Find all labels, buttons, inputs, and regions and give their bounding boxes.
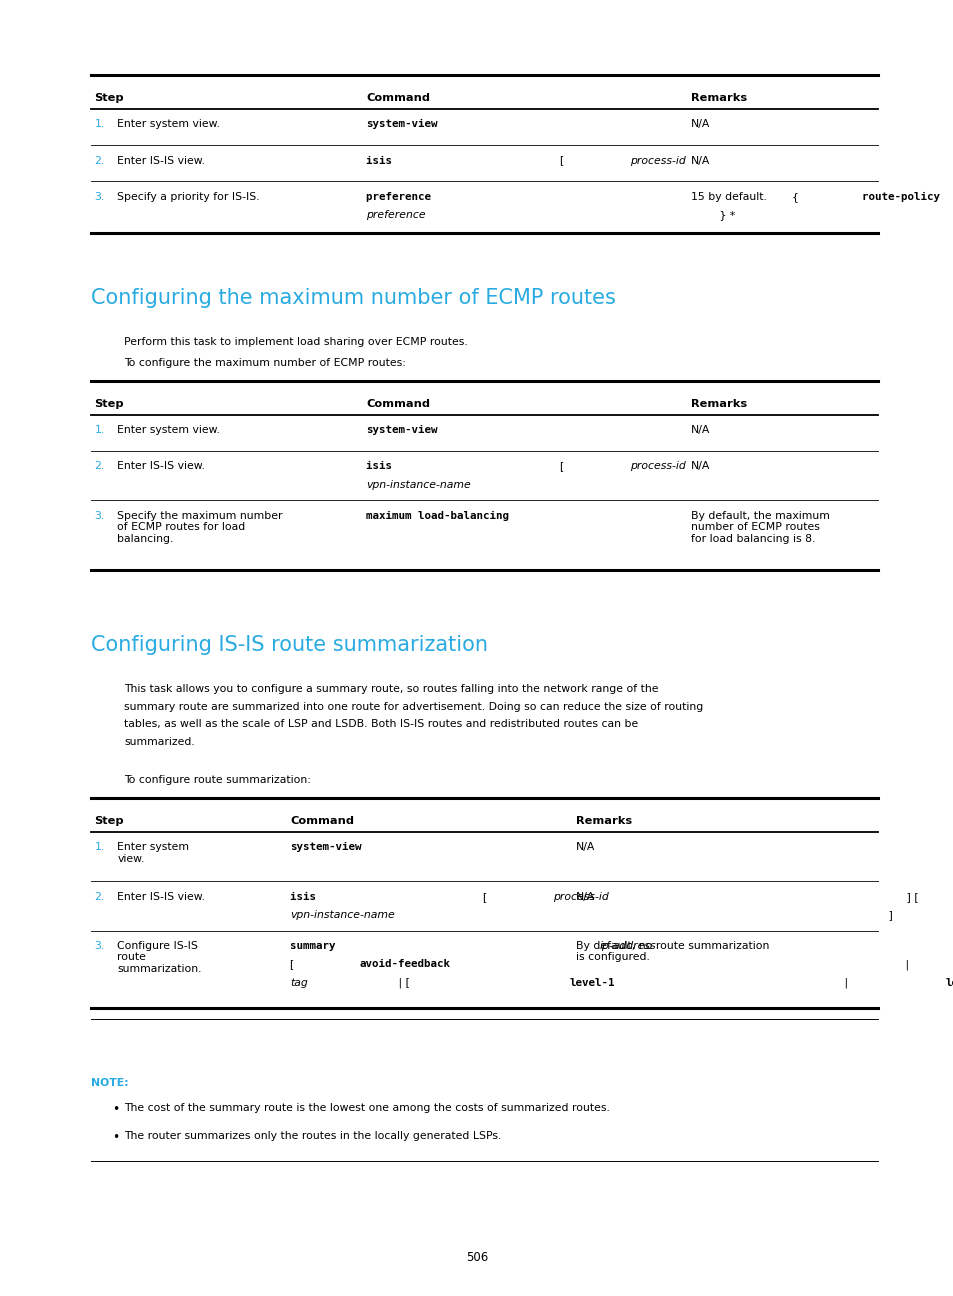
Text: preference: preference (366, 192, 437, 202)
Text: } *: } * (716, 210, 735, 220)
Text: Specify the maximum number
of ECMP routes for load
balancing.: Specify the maximum number of ECMP route… (117, 511, 282, 544)
Text: 3.: 3. (94, 511, 105, 521)
Text: route-policy: route-policy (861, 192, 945, 202)
Text: Specify a priority for IS-IS.: Specify a priority for IS-IS. (117, 192, 260, 202)
Text: Configure IS-IS
route
summarization.: Configure IS-IS route summarization. (117, 941, 202, 975)
Text: |: | (840, 977, 850, 988)
Text: | [: | [ (395, 977, 413, 988)
Text: 3.: 3. (94, 941, 105, 951)
Text: NOTE:: NOTE: (91, 1078, 128, 1089)
Text: Configuring IS-IS route summarization: Configuring IS-IS route summarization (91, 635, 487, 654)
Text: N/A: N/A (690, 119, 709, 130)
Text: process-id: process-id (629, 461, 685, 472)
Text: 2.: 2. (94, 156, 105, 166)
Text: To configure route summarization:: To configure route summarization: (124, 775, 311, 785)
Text: Enter IS-IS view.: Enter IS-IS view. (117, 156, 205, 166)
Text: avoid-feedback: avoid-feedback (359, 959, 451, 969)
Text: [: [ (559, 461, 567, 472)
Text: Remarks: Remarks (690, 399, 746, 410)
Text: 1.: 1. (94, 425, 105, 435)
Text: ] [: ] [ (902, 892, 922, 902)
Text: [: [ (559, 156, 567, 166)
Text: isis: isis (366, 461, 398, 472)
Text: Command: Command (366, 399, 430, 410)
Text: 3.: 3. (94, 192, 105, 202)
Text: Enter system
view.: Enter system view. (117, 842, 189, 864)
Text: process-id: process-id (553, 892, 609, 902)
Text: •: • (112, 1130, 120, 1144)
Text: system-view: system-view (290, 842, 361, 853)
Text: The router summarizes only the routes in the locally generated LSPs.: The router summarizes only the routes in… (124, 1130, 501, 1140)
Text: Enter system view.: Enter system view. (117, 119, 220, 130)
Text: N/A: N/A (690, 156, 709, 166)
Text: Remarks: Remarks (690, 93, 746, 104)
Text: system-view: system-view (366, 425, 437, 435)
Text: {: { (948, 941, 953, 951)
Text: process-id: process-id (629, 156, 685, 166)
Text: Perform this task to implement load sharing over ECMP routes.: Perform this task to implement load shar… (124, 337, 467, 347)
Text: By default, no route summarization
is configured.: By default, no route summarization is co… (576, 941, 769, 963)
Text: Remarks: Remarks (576, 816, 632, 827)
Text: isis: isis (366, 156, 398, 166)
Text: N/A: N/A (576, 892, 595, 902)
Text: Enter IS-IS view.: Enter IS-IS view. (117, 461, 205, 472)
Text: summary route are summarized into one route for advertisement. Doing so can redu: summary route are summarized into one ro… (124, 702, 702, 712)
Text: 2.: 2. (94, 892, 105, 902)
Text: The cost of the summary route is the lowest one among the costs of summarized ro: The cost of the summary route is the low… (124, 1103, 609, 1113)
Text: maximum load-balancing: maximum load-balancing (366, 511, 516, 521)
Text: system-view: system-view (366, 119, 437, 130)
Text: N/A: N/A (690, 425, 709, 435)
Text: By default, the maximum
number of ECMP routes
for load balancing is 8.: By default, the maximum number of ECMP r… (690, 511, 829, 544)
Text: To configure the maximum number of ECMP routes:: To configure the maximum number of ECMP … (124, 358, 405, 368)
Text: summarized.: summarized. (124, 736, 194, 746)
Text: Step: Step (94, 816, 124, 827)
Text: tables, as well as the scale of LSP and LSDB. Both IS-IS routes and redistribute: tables, as well as the scale of LSP and … (124, 719, 638, 730)
Text: isis: isis (290, 892, 322, 902)
Text: 506: 506 (465, 1251, 488, 1264)
Text: 1.: 1. (94, 119, 105, 130)
Text: {: { (791, 192, 801, 202)
Text: vpn-instance-name: vpn-instance-name (290, 910, 395, 920)
Text: [: [ (290, 959, 297, 969)
Text: ]: ] (883, 910, 891, 920)
Text: Command: Command (290, 816, 354, 827)
Text: Step: Step (94, 93, 124, 104)
Text: summary: summary (290, 941, 342, 951)
Text: tag: tag (290, 977, 308, 988)
Text: ip-address: ip-address (598, 941, 656, 951)
Text: level-1-2: level-1-2 (944, 977, 953, 988)
Text: preference: preference (366, 210, 425, 220)
Text: •: • (112, 1103, 120, 1116)
Text: Enter IS-IS view.: Enter IS-IS view. (117, 892, 205, 902)
Text: Step: Step (94, 399, 124, 410)
Text: Enter system view.: Enter system view. (117, 425, 220, 435)
Text: This task allows you to configure a summary route, so routes falling into the ne: This task allows you to configure a summ… (124, 684, 658, 695)
Text: Configuring the maximum number of ECMP routes: Configuring the maximum number of ECMP r… (91, 288, 615, 307)
Text: 2.: 2. (94, 461, 105, 472)
Text: 1.: 1. (94, 842, 105, 853)
Text: 15 by default.: 15 by default. (690, 192, 766, 202)
Text: level-1: level-1 (569, 977, 615, 988)
Text: N/A: N/A (576, 842, 595, 853)
Text: |: | (901, 959, 911, 969)
Text: [: [ (483, 892, 491, 902)
Text: vpn-instance-name: vpn-instance-name (366, 480, 471, 490)
Text: Command: Command (366, 93, 430, 104)
Text: N/A: N/A (690, 461, 709, 472)
